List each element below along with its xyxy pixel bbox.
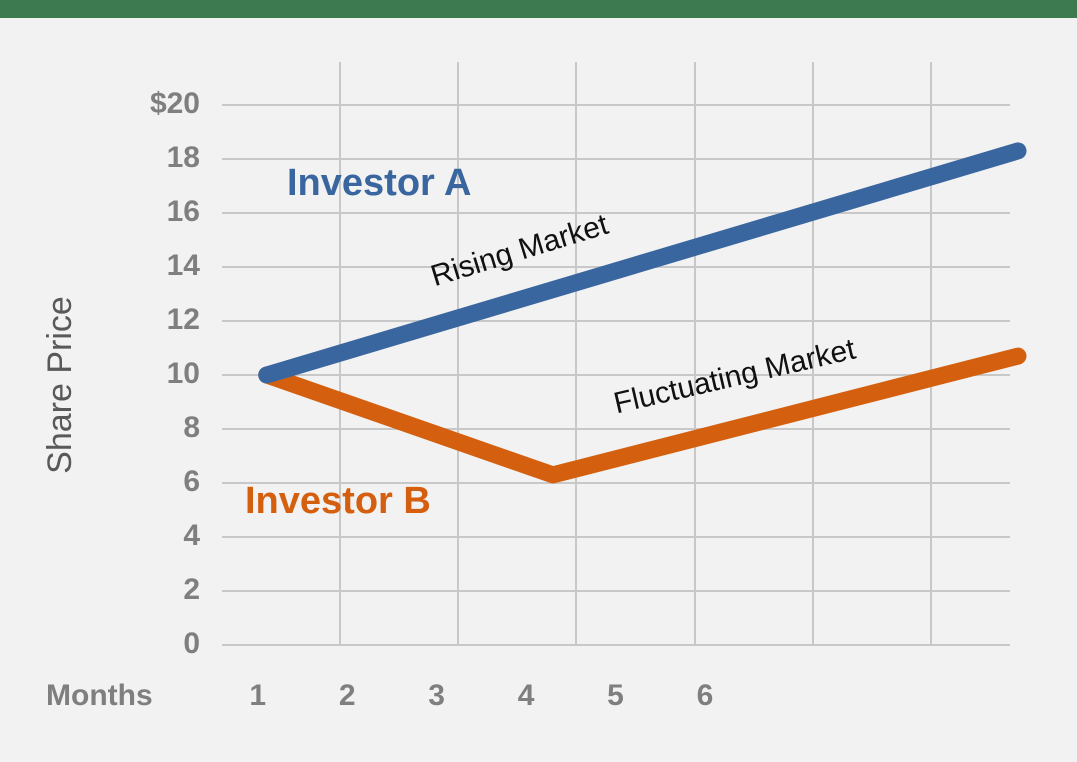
y-tick-label: 4 [183, 519, 200, 552]
x-tick-label: 1 [249, 679, 266, 712]
y-tick-label: 0 [183, 627, 200, 660]
x-tick-label: 5 [607, 679, 624, 712]
y-tick-label: 2 [183, 573, 200, 606]
y-tick-label: 16 [167, 195, 200, 228]
y-tick-label: 6 [183, 465, 200, 498]
x-axis-label: Months [46, 679, 153, 712]
y-tick-label: $20 [150, 87, 200, 120]
y-tick-label: 18 [167, 141, 200, 174]
top-bar [0, 0, 1077, 18]
x-tick-label: 4 [518, 679, 535, 712]
y-tick-label: 8 [183, 411, 200, 444]
legend-label: Investor B [245, 480, 431, 522]
y-tick-label: 14 [167, 249, 201, 282]
legend-label: Investor A [287, 162, 471, 204]
x-tick-label: 3 [428, 679, 445, 712]
line [258, 142, 1027, 384]
y-tick-label: 12 [167, 303, 200, 336]
line [258, 347, 1027, 484]
y-tick-label: 10 [167, 357, 200, 390]
y-axis-label: Share Price [41, 296, 79, 474]
x-tick-label: 2 [339, 679, 356, 712]
x-tick-label: 6 [697, 679, 714, 712]
